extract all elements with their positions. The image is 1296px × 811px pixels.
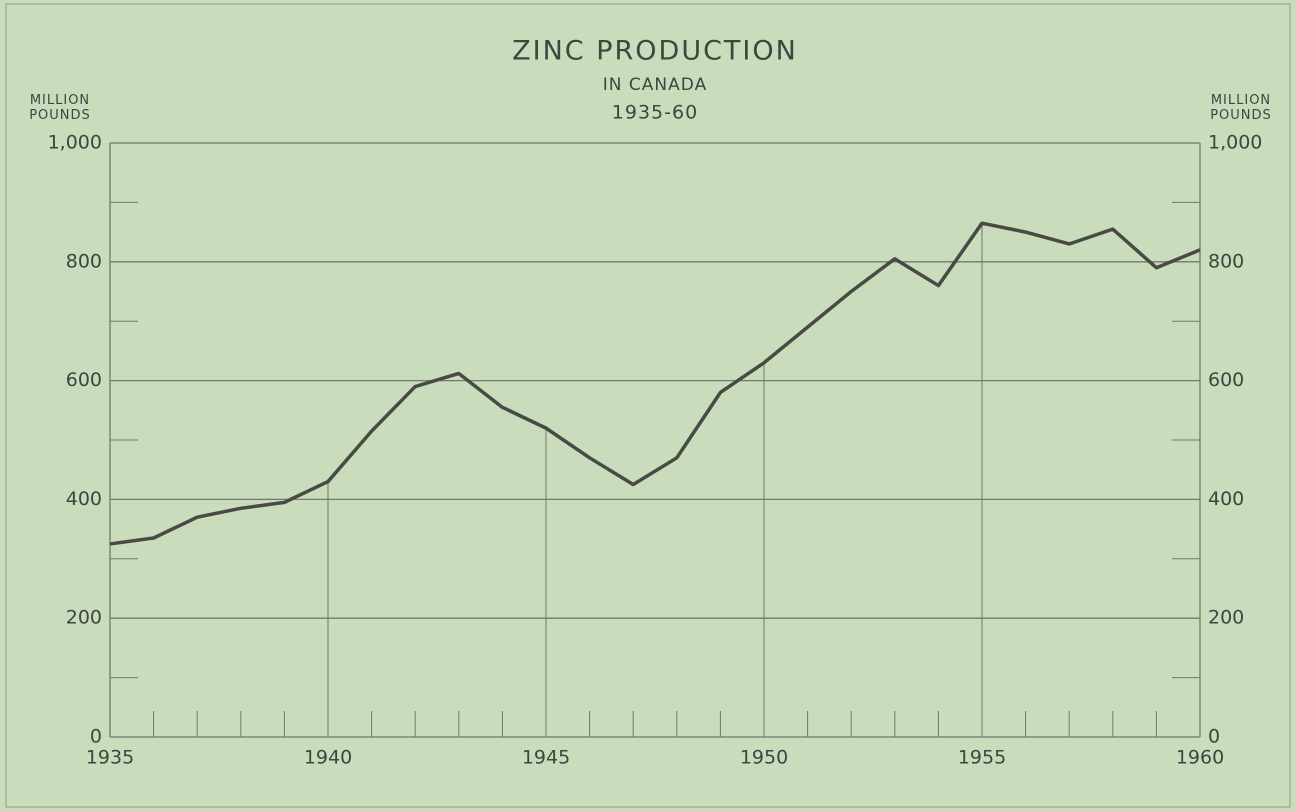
y2-tick-label: 600: [1208, 369, 1244, 391]
y-tick-label: 600: [66, 369, 102, 391]
y2-tick-label: 0: [1208, 726, 1220, 748]
y-axis-label: MILLION POUNDS: [29, 93, 91, 123]
y2-tick-label: 200: [1208, 607, 1244, 629]
x-tick-label: 1960: [1176, 747, 1224, 769]
x-tick-label: 1940: [304, 747, 352, 769]
chart-subtitle: IN CANADA: [603, 75, 707, 95]
x-tick-label: 1935: [86, 747, 134, 769]
y2-tick-label: 800: [1208, 250, 1244, 272]
y-tick-label: 1,000: [48, 132, 102, 154]
y-tick-label: 400: [66, 488, 102, 510]
y-tick-label: 200: [66, 607, 102, 629]
chart-title: ZINC PRODUCTION: [512, 36, 798, 67]
data-line: [109, 221, 1201, 546]
y-tick-label: 800: [66, 250, 102, 272]
y-tick-label: 0: [90, 726, 102, 748]
y2-tick-label: 1,000: [1208, 132, 1262, 154]
x-tick-label: 1955: [958, 747, 1006, 769]
y2-tick-label: 400: [1208, 488, 1244, 510]
x-tick-label: 1945: [522, 747, 570, 769]
frame: [5, 3, 1291, 808]
y2-axis-label: MILLION POUNDS: [1210, 93, 1272, 123]
chart-period: 1935-60: [612, 102, 698, 124]
x-tick-label: 1950: [740, 747, 788, 769]
